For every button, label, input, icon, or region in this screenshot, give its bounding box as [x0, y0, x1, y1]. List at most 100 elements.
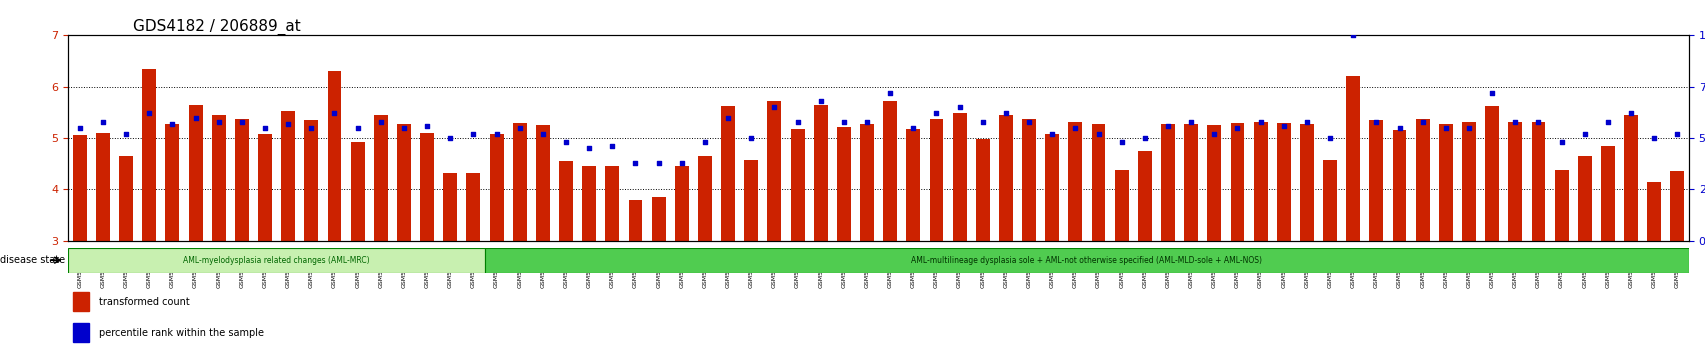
Bar	[235, 119, 249, 241]
Point	[66, 125, 94, 131]
Text: AML-multilineage dysplasia sole + AML-not otherwise specified (AML-MLD-sole + AM: AML-multilineage dysplasia sole + AML-no…	[910, 256, 1262, 265]
Bar	[951, 113, 967, 241]
Bar	[1275, 123, 1291, 241]
Bar	[721, 106, 735, 241]
Point	[644, 160, 672, 166]
Point	[1108, 139, 1136, 145]
FancyBboxPatch shape	[68, 248, 484, 273]
Point	[830, 119, 858, 125]
Point	[1061, 125, 1088, 131]
Bar	[675, 166, 689, 241]
Bar	[559, 161, 573, 241]
Point	[529, 131, 556, 137]
Point	[1384, 125, 1412, 131]
Point	[275, 121, 302, 126]
Bar	[397, 124, 411, 241]
Bar	[697, 156, 711, 241]
Text: GDS4182 / 206889_at: GDS4182 / 206889_at	[133, 19, 300, 35]
Bar	[1391, 130, 1405, 241]
Point	[714, 115, 742, 120]
Bar	[1507, 122, 1521, 241]
Bar	[999, 115, 1013, 241]
Bar	[465, 173, 481, 241]
Bar	[95, 133, 109, 241]
Point	[575, 145, 602, 151]
Bar	[1183, 124, 1197, 241]
Bar	[165, 124, 179, 241]
Bar	[1485, 106, 1499, 241]
Point	[436, 135, 464, 141]
Bar	[73, 136, 87, 241]
Point	[1592, 119, 1620, 125]
Point	[1269, 123, 1298, 129]
Point	[852, 119, 880, 125]
Bar	[1553, 170, 1567, 241]
FancyBboxPatch shape	[484, 248, 1688, 273]
Point	[1084, 131, 1112, 137]
Bar	[905, 129, 919, 241]
Point	[413, 123, 440, 129]
Bar	[189, 105, 203, 241]
Bar	[1299, 124, 1313, 241]
Point	[1338, 33, 1366, 38]
Point	[1524, 119, 1552, 125]
Bar	[1137, 151, 1151, 241]
Point	[1130, 135, 1158, 141]
Bar	[1599, 146, 1615, 241]
Bar	[743, 160, 757, 241]
Bar	[1647, 182, 1661, 241]
Point	[228, 119, 256, 125]
Bar	[211, 115, 225, 241]
Point	[1362, 119, 1390, 125]
Bar	[73, 323, 89, 342]
Text: transformed count: transformed count	[99, 297, 189, 307]
Text: percentile rank within the sample: percentile rank within the sample	[99, 328, 264, 338]
Point	[460, 131, 488, 137]
Point	[1640, 135, 1667, 141]
Bar	[281, 112, 295, 241]
Bar	[929, 119, 943, 241]
Point	[390, 125, 418, 131]
Point	[1570, 131, 1598, 137]
Point	[1154, 123, 1182, 129]
Bar	[142, 69, 157, 241]
Bar	[513, 123, 527, 241]
Point	[806, 98, 834, 104]
Point	[1038, 131, 1066, 137]
Point	[968, 119, 996, 125]
Bar	[535, 125, 549, 241]
Bar	[1021, 119, 1035, 241]
Bar	[257, 134, 271, 241]
Point	[1616, 110, 1644, 116]
Bar	[303, 120, 319, 241]
Point	[598, 143, 626, 149]
Bar	[859, 124, 873, 241]
Point	[621, 160, 648, 166]
Bar	[1669, 171, 1683, 241]
Point	[1222, 125, 1250, 131]
Text: disease state: disease state	[0, 255, 65, 265]
Bar	[1415, 119, 1429, 241]
Point	[1200, 131, 1228, 137]
Point	[1246, 119, 1274, 125]
Point	[1408, 119, 1436, 125]
Bar	[1461, 122, 1475, 241]
Bar	[1161, 124, 1175, 241]
Point	[876, 90, 904, 96]
Point	[344, 125, 372, 131]
Text: AML-myelodysplasia related changes (AML-MRC): AML-myelodysplasia related changes (AML-…	[182, 256, 370, 265]
Bar	[1113, 170, 1129, 241]
Point	[159, 121, 186, 126]
Point	[922, 110, 950, 116]
Point	[321, 110, 348, 116]
Point	[1546, 139, 1574, 145]
Point	[367, 119, 394, 125]
Bar	[581, 166, 595, 241]
Bar	[883, 101, 897, 241]
Point	[506, 125, 534, 131]
Point	[899, 125, 926, 131]
Point	[1454, 125, 1482, 131]
Bar	[1531, 122, 1545, 241]
Point	[668, 160, 696, 166]
Bar	[373, 115, 387, 241]
